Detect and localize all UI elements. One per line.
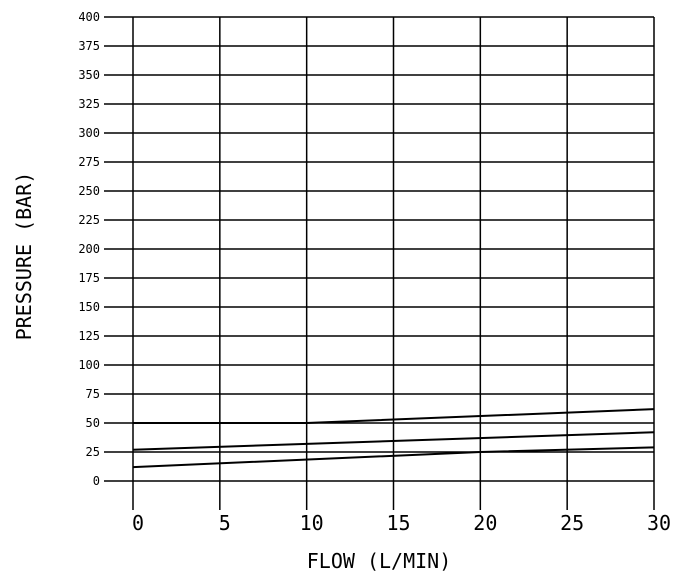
x-tick-label: 5 xyxy=(219,511,231,535)
grid xyxy=(104,16,655,510)
y-tick-label: 0 xyxy=(93,474,100,488)
x-tick-label: 20 xyxy=(473,511,497,535)
y-tick-label: 25 xyxy=(86,445,100,459)
y-tick-label: 375 xyxy=(78,39,100,53)
y-tick-label: 175 xyxy=(78,271,100,285)
series-lines xyxy=(132,408,655,469)
y-tick-label: 100 xyxy=(78,358,100,372)
x-tick-label: 10 xyxy=(300,511,324,535)
x-tick-labels: 0 5 10 15 20 25 30 xyxy=(132,511,671,535)
y-tick-label: 400 xyxy=(78,10,100,24)
y-tick-labels: 0 25 50 75 100 125 150 175 200 225 250 275 300 325 350… xyxy=(78,10,100,488)
x-axis-label: FLOW (L/MIN) xyxy=(307,549,452,573)
series-line-3 xyxy=(132,446,655,469)
x-tick-label: 15 xyxy=(386,511,410,535)
y-tick-label: 125 xyxy=(78,329,100,343)
series-line-2 xyxy=(132,431,655,451)
y-tick-label: 225 xyxy=(78,213,100,227)
y-tick-label: 50 xyxy=(86,416,100,430)
y-tick-label: 250 xyxy=(78,184,100,198)
y-tick-label: 200 xyxy=(78,242,100,256)
series-line-1 xyxy=(133,408,655,424)
y-tick-label: 275 xyxy=(78,155,100,169)
x-tick-label: 0 xyxy=(132,511,144,535)
x-tick-label: 25 xyxy=(560,511,584,535)
y-axis-label: PRESSURE (BAR) xyxy=(12,172,36,341)
y-tick-label: 300 xyxy=(78,126,100,140)
y-tick-label: 75 xyxy=(86,387,100,401)
y-tick-label: 350 xyxy=(78,68,100,82)
y-tick-label: 150 xyxy=(78,300,100,314)
y-tick-label: 325 xyxy=(78,97,100,111)
x-tick-label: 30 xyxy=(647,511,671,535)
